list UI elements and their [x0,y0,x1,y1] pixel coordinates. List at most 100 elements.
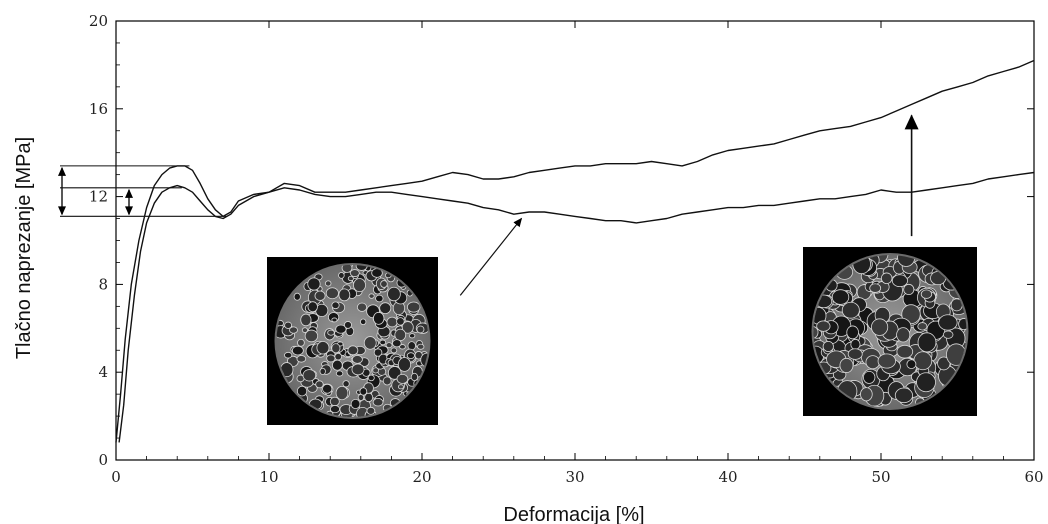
pore [379,339,387,346]
pore [351,355,363,364]
pore [937,356,951,371]
pore [335,370,344,377]
pore [399,344,406,350]
pore [392,339,402,348]
pore [349,269,360,277]
pore [342,380,350,388]
pore [869,283,882,293]
pore [831,289,850,305]
pore [846,325,859,340]
pore [341,265,353,273]
pore [408,333,416,339]
pore [896,344,914,359]
pore [920,289,933,299]
pore [360,318,367,326]
pore [397,357,412,372]
foam-micrograph-right-pores [813,255,967,408]
pore [406,352,415,359]
foam-micrograph-left-pores [276,265,429,417]
pore [343,321,352,329]
pore [382,376,392,386]
pore [335,385,349,401]
y-axis-title: Tlačno naprezanje [MPa] [13,137,35,359]
pore [396,374,409,384]
x-axis-title: Deformacija [%] [503,504,644,524]
x-tick-label: 10 [259,468,278,486]
x-tick-label: 50 [871,468,890,486]
pore [816,320,831,332]
pore [327,329,335,336]
pore [326,354,336,363]
series-line-1 [115,59,1035,443]
pore [862,370,876,384]
pore [375,294,384,303]
pore [322,383,333,394]
axes [115,20,1035,461]
pore [356,302,368,312]
pore [373,348,383,357]
foam-micrograph-right [803,247,977,416]
pore [331,301,340,310]
pore [877,353,896,369]
pore [839,357,854,373]
pore [822,340,834,352]
pore [916,372,936,393]
pore [350,398,361,410]
x-tick-label: 30 [565,468,584,486]
pore [316,341,330,355]
pointer-arrow [459,217,523,296]
pore [304,329,319,343]
pore [387,286,401,302]
pore [366,406,376,415]
pore [906,359,917,370]
x-tick-label: 20 [412,468,431,486]
y-tick-label: 20 [89,12,108,30]
pore [353,278,366,293]
pore [367,374,375,382]
pore [335,324,347,334]
pore [880,272,893,284]
pore [938,314,958,331]
pore [390,347,398,354]
pore [351,363,365,376]
series-group [115,59,1035,443]
pore [891,274,908,288]
pore [293,292,301,301]
pore [896,327,911,343]
pore [297,338,305,347]
pore [841,301,860,319]
pore [315,380,324,389]
foam-micrograph-left [267,257,438,425]
pore [289,326,298,334]
pore [331,343,341,354]
x-tick-label: 60 [1024,468,1043,486]
pore [368,293,375,299]
pore [363,336,377,350]
pore [331,317,338,323]
series-line-2 [118,171,1035,443]
pore [380,280,388,288]
pore [417,343,425,350]
pore [307,301,318,313]
annotations [58,165,227,217]
pore [330,405,340,414]
pore [334,352,343,361]
pore [913,351,933,371]
pore [301,327,309,333]
pore [319,367,326,375]
y-tick-label: 16 [89,100,108,118]
pointer-arrows [459,114,919,296]
pore [284,321,293,329]
pore [407,341,416,351]
pore [406,301,421,313]
pore [942,330,954,339]
y-tick-label: 8 [98,275,108,293]
pore [372,311,385,325]
x-tick-label: 0 [111,468,121,486]
pore [401,321,414,334]
tick-labels: 0 10 20 30 40 50 60 0 4 8 12 16 20 [89,12,1044,486]
pore [860,387,873,402]
pore [314,290,326,301]
pore [903,283,915,296]
